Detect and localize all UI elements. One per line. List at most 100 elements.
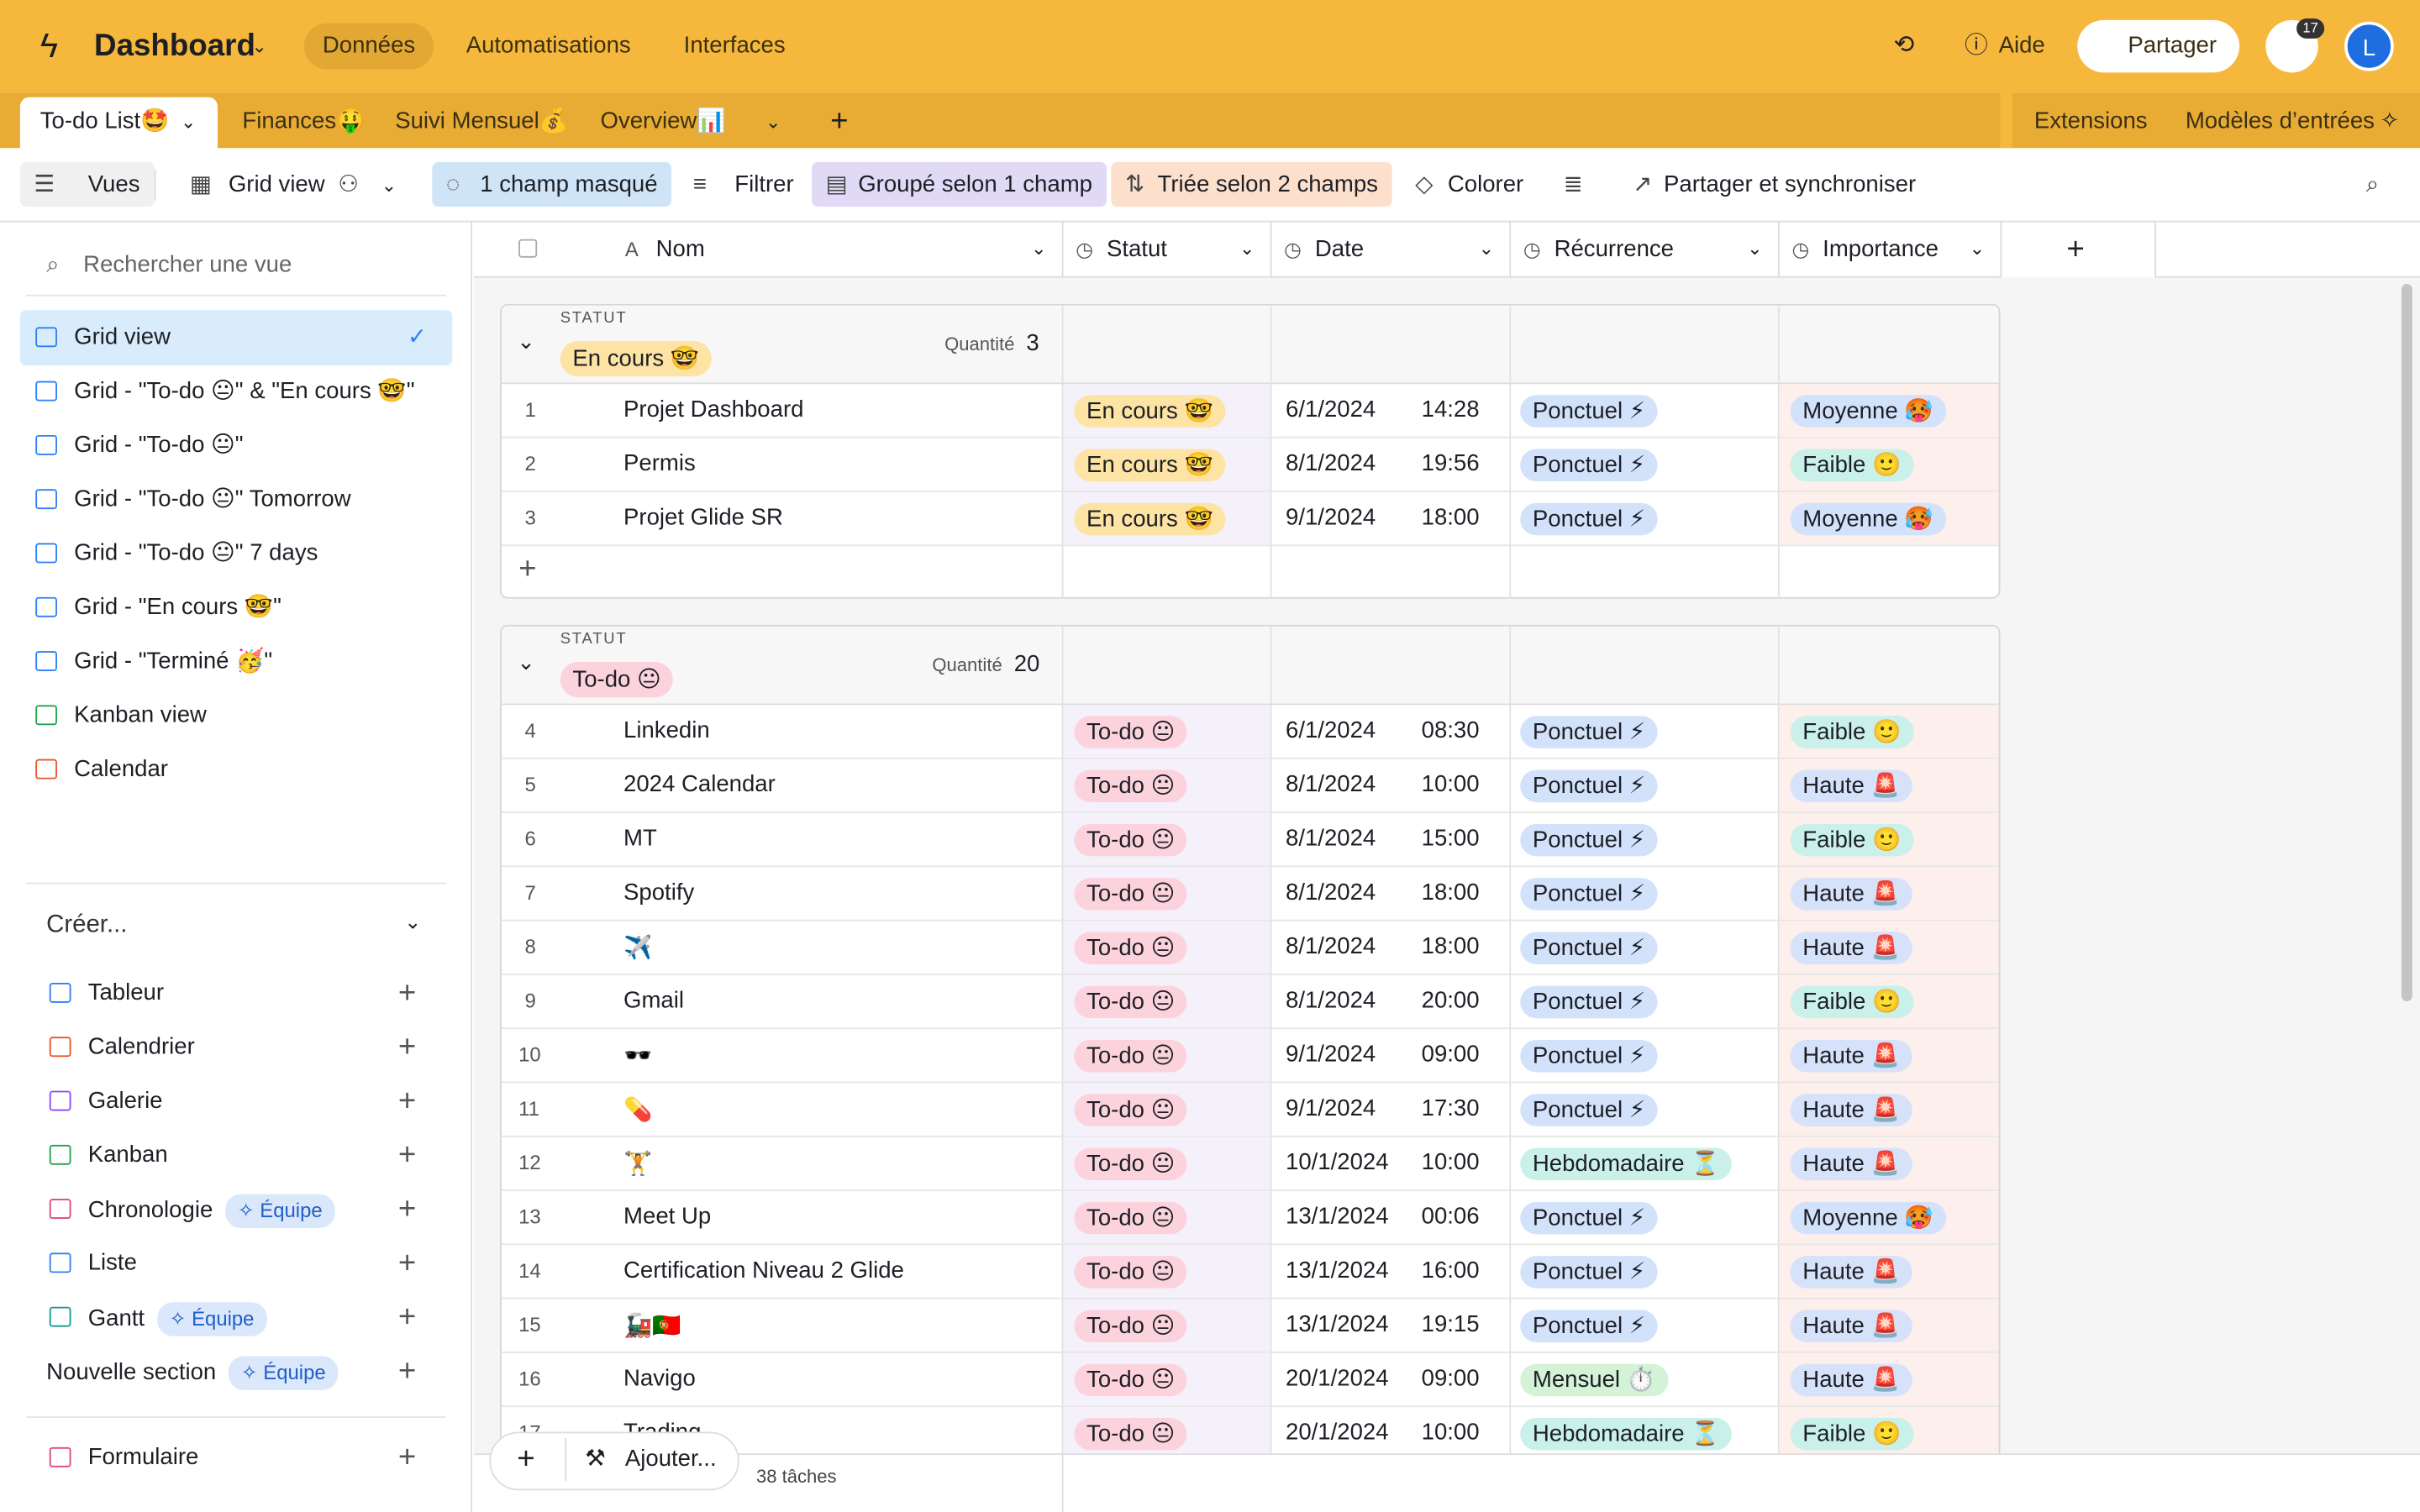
option-chip[interactable]: To-do 😐 [1074, 932, 1188, 964]
nav-tab[interactable]: Interfaces [683, 32, 786, 59]
add-button[interactable]: + [397, 1300, 417, 1335]
record-name[interactable]: 💊 [623, 1096, 653, 1124]
option-chip[interactable]: To-do 😐 [1074, 1256, 1188, 1289]
tab-bar-action[interactable]: Modèles d’entrées [2185, 108, 2375, 134]
option-chip[interactable]: Ponctuel ⚡ [1520, 1310, 1658, 1342]
record-name[interactable]: Gmail [623, 987, 684, 1014]
toolbar-button[interactable]: Colorer [1447, 171, 1524, 198]
add-button[interactable]: + [397, 1084, 417, 1119]
column-header[interactable]: Statut [1106, 236, 1167, 263]
view-item[interactable]: Grid - "To-do 😐" [74, 432, 244, 459]
option-chip[interactable]: Haute 🚨 [1790, 769, 1912, 803]
add-button[interactable]: + [397, 1441, 417, 1475]
record-name[interactable]: Projet Dashboard [623, 396, 804, 423]
record-name[interactable]: 🏋️ [623, 1151, 653, 1178]
option-chip[interactable]: En cours 🤓 [1074, 502, 1226, 536]
view-item[interactable]: Grid - "To-do 😐" 7 days [74, 539, 318, 567]
option-chip[interactable]: Ponctuel ⚡ [1520, 1094, 1658, 1126]
option-chip[interactable]: Haute 🚨 [1790, 1256, 1912, 1289]
create-item[interactable]: Tableur [88, 978, 164, 1009]
create-item[interactable]: Formulaire [87, 1444, 199, 1471]
option-chip[interactable]: Ponctuel ⚡ [1520, 502, 1658, 536]
table-tab[interactable]: Finances🤑 [242, 108, 366, 134]
option-chip[interactable]: To-do 😐 [1074, 1417, 1188, 1451]
column-header[interactable]: Importance [1823, 236, 1939, 263]
select-all[interactable] [518, 239, 538, 258]
record-name[interactable]: 🚂🇵🇹 [623, 1313, 681, 1340]
option-chip[interactable]: Hebdomadaire ⏳ [1520, 1147, 1733, 1181]
create-item[interactable]: Chronologie ✧ Équipe [88, 1194, 335, 1229]
option-chip[interactable]: Moyenne 🥵 [1790, 502, 1946, 536]
add-record[interactable]: + [517, 1442, 535, 1477]
option-chip[interactable]: Ponctuel ⚡ [1520, 878, 1658, 911]
view-item[interactable]: Grid - "To-do 😐" Tomorrow [74, 486, 351, 512]
toggle-icon[interactable]: ⌄ [517, 649, 535, 675]
view-item[interactable]: Grid - "To-do 😐" & "En cours 🤓" [74, 378, 415, 405]
table-tab[interactable]: Suivi Mensuel💰 [395, 108, 569, 134]
add-button[interactable]: + [397, 1030, 417, 1065]
option-chip[interactable]: To-do 😐 [1074, 1201, 1188, 1235]
toolbar-button[interactable]: Groupé selon 1 champ [812, 161, 1107, 207]
option-chip[interactable]: To-do 😐 [1074, 1039, 1188, 1073]
toolbar-button[interactable]: Triée selon 2 champs [1111, 161, 1392, 207]
share-button[interactable]: Partager [2077, 19, 2240, 73]
option-chip[interactable]: To-do 😐 [1074, 823, 1188, 857]
option-chip[interactable]: To-do 😐 [1074, 1094, 1188, 1126]
toolbar-button[interactable]: 1 champ masqué [432, 161, 672, 207]
option-chip[interactable]: Moyenne 🥵 [1790, 1201, 1946, 1235]
column-header[interactable]: Récurrence [1554, 236, 1675, 263]
option-chip[interactable]: To-do 😐 [1074, 1310, 1188, 1342]
option-chip[interactable]: Haute 🚨 [1790, 1039, 1912, 1073]
option-chip[interactable]: To-do 😐 [1074, 769, 1188, 803]
record-name[interactable]: Navigo [623, 1365, 696, 1392]
add-button[interactable]: + [397, 1247, 417, 1281]
option-chip[interactable]: Faible 🙂 [1790, 449, 1914, 482]
record-name[interactable]: Linkedin [623, 717, 710, 744]
toolbar-button[interactable]: Filtrer [734, 171, 794, 198]
option-chip[interactable]: Hebdomadaire ⏳ [1520, 1417, 1733, 1451]
option-chip[interactable]: Ponctuel ⚡ [1520, 769, 1658, 803]
option-chip[interactable]: Haute 🚨 [1790, 1310, 1912, 1342]
record-name[interactable]: Projet Glide SR [623, 504, 783, 531]
option-chip[interactable]: Haute 🚨 [1790, 1147, 1912, 1181]
option-chip[interactable]: Ponctuel ⚡ [1520, 823, 1658, 857]
record-name[interactable]: Certification Niveau 2 Glide [623, 1257, 904, 1284]
new-section[interactable]: Nouvelle section ✧ Équipe [46, 1356, 339, 1390]
option-chip[interactable]: To-do 😐 [1074, 878, 1188, 911]
toolbar-button[interactable]: Grid view [228, 171, 325, 198]
view-item[interactable]: Grid - "En cours 🤓" [74, 594, 281, 621]
option-chip[interactable]: En cours 🤓 [1074, 395, 1226, 428]
create-item[interactable]: Gantt ✧ Équipe [88, 1302, 267, 1336]
column-header[interactable]: Date [1314, 236, 1365, 263]
option-chip[interactable]: Faible 🙂 [1790, 823, 1914, 857]
option-chip[interactable]: Ponctuel ⚡ [1520, 1039, 1658, 1073]
tab-bar-action[interactable]: Extensions [2033, 108, 2148, 134]
table-tab[interactable]: To-do List🤩 [39, 108, 170, 134]
create-item[interactable]: Galerie [88, 1086, 163, 1117]
add-button[interactable]: + [397, 1192, 417, 1227]
record-name[interactable]: MT [623, 825, 657, 852]
avatar[interactable]: L [2344, 21, 2394, 71]
option-chip[interactable]: Moyenne 🥵 [1790, 395, 1946, 428]
option-chip[interactable]: Haute 🚨 [1790, 932, 1912, 964]
toggle-icon[interactable]: ⌄ [517, 328, 535, 354]
view-item[interactable]: Grid view [74, 323, 171, 350]
option-chip[interactable]: To-do 😐 [1074, 985, 1188, 1019]
option-chip[interactable]: To-do 😐 [1074, 716, 1188, 748]
option-chip[interactable]: Haute 🚨 [1790, 878, 1912, 911]
view-item[interactable]: Kanban view [74, 701, 207, 728]
create-item[interactable]: Calendrier [88, 1032, 195, 1063]
view-item[interactable]: Calendar [74, 756, 168, 783]
option-chip[interactable]: Ponctuel ⚡ [1520, 1201, 1658, 1235]
option-chip[interactable]: Faible 🙂 [1790, 985, 1914, 1019]
add-menu[interactable]: Ajouter... [624, 1446, 717, 1473]
record-name[interactable]: Spotify [623, 879, 695, 906]
record-name[interactable]: 2024 Calendar [623, 771, 776, 798]
add-column-icon[interactable]: + [2066, 233, 2085, 267]
nav-tab[interactable]: Automatisations [466, 32, 631, 59]
option-chip[interactable]: Ponctuel ⚡ [1520, 395, 1658, 428]
option-chip[interactable]: Faible 🙂 [1790, 716, 1914, 748]
add-button[interactable]: + [397, 1354, 417, 1389]
option-chip[interactable]: En cours 🤓 [1074, 449, 1226, 482]
app-title[interactable]: Dashboard [94, 29, 255, 64]
